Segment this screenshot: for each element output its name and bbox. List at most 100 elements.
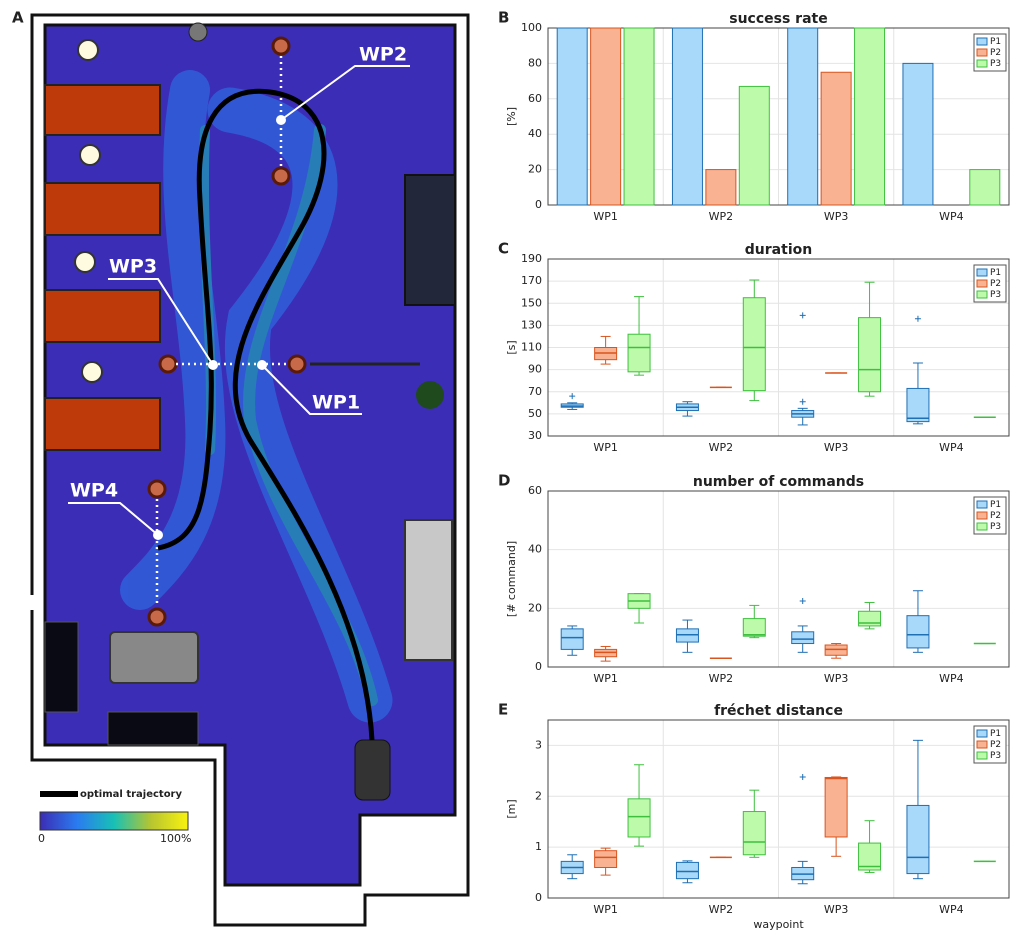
legend-label: P3 — [990, 751, 1001, 761]
legend-label: P2 — [990, 279, 1001, 289]
chart-title: fréchet distance — [714, 703, 843, 719]
bar — [854, 27, 886, 206]
legend-swatch — [976, 729, 988, 738]
x-tick-label: WP4 — [939, 672, 964, 685]
box — [742, 297, 766, 392]
outlier — [799, 773, 806, 780]
plant — [416, 381, 444, 409]
bar — [902, 62, 934, 206]
chart-title: success rate — [729, 11, 827, 27]
x-tick-label: WP4 — [939, 210, 964, 223]
box — [627, 333, 651, 373]
object — [188, 22, 208, 42]
y-tick-label: 1 — [535, 840, 542, 853]
plot-frame — [547, 27, 1010, 206]
box — [594, 850, 618, 868]
legend-label: P3 — [990, 522, 1001, 532]
x-tick-label: WP3 — [824, 441, 849, 454]
y-tick-label: 170 — [521, 274, 542, 287]
bar — [787, 27, 819, 206]
y-tick-label: 0 — [535, 891, 542, 904]
legend-swatch — [976, 59, 988, 68]
y-tick-label: 3 — [535, 738, 542, 751]
shelf — [404, 519, 453, 661]
box — [906, 615, 930, 649]
map-panel: A — [12, 9, 470, 927]
waypoint-gates — [155, 56, 289, 607]
legend-label: P2 — [990, 740, 1001, 750]
y-tick-label: 40 — [528, 543, 542, 556]
colorbar-label: 0 — [38, 832, 45, 845]
legend-swatch — [976, 751, 988, 760]
box — [675, 861, 699, 880]
plot-frame — [547, 490, 1010, 668]
y-tick-label: 50 — [528, 407, 542, 420]
legend-label: P1 — [990, 268, 1001, 278]
y-tick-label: 20 — [528, 163, 542, 176]
box — [791, 631, 815, 645]
bar — [623, 27, 655, 206]
cabinet — [404, 174, 456, 306]
box — [824, 776, 848, 838]
chart-title: duration — [745, 242, 812, 258]
y-axis-label: [# command] — [505, 541, 518, 617]
panel-label: E — [498, 701, 508, 719]
legend-swatch — [976, 522, 988, 531]
legend-swatch — [976, 500, 988, 509]
legend-label: P2 — [990, 511, 1001, 521]
outlier — [799, 598, 806, 604]
panel-label: B — [498, 9, 509, 27]
colorbar-label: 100% — [160, 832, 191, 845]
y-axis-label: [%] — [505, 107, 518, 126]
box — [906, 387, 930, 423]
bar — [969, 169, 1001, 206]
panel-label: C — [498, 240, 509, 258]
bar — [820, 71, 852, 206]
x-tick-label: WP2 — [709, 210, 734, 223]
legend-label: P3 — [990, 290, 1001, 300]
box — [858, 842, 882, 871]
x-tick-label: WP2 — [709, 441, 734, 454]
targets — [147, 36, 307, 627]
x-tick-label: WP1 — [593, 441, 618, 454]
legend-label: P1 — [990, 729, 1001, 739]
waypoint-label: WP3 — [109, 256, 157, 278]
box — [742, 618, 766, 637]
x-tick-label: WP4 — [939, 441, 964, 454]
panel-label: A — [12, 9, 24, 27]
bar — [590, 27, 622, 206]
box — [627, 798, 651, 838]
legend-swatch — [976, 268, 988, 277]
y-tick-label: 70 — [528, 385, 542, 398]
legend-swatch — [976, 290, 988, 299]
legend-label: P1 — [990, 37, 1001, 47]
legend-label: P1 — [990, 500, 1001, 510]
y-tick-label: 30 — [528, 429, 542, 442]
x-tick-label: WP1 — [593, 210, 618, 223]
y-axis-label: [m] — [505, 799, 518, 818]
box — [858, 317, 882, 393]
waypoint-label: WP1 — [312, 392, 360, 414]
y-tick-label: 80 — [528, 56, 542, 69]
panel-label: D — [498, 472, 510, 490]
waypoint-label: WP2 — [359, 44, 407, 66]
waypoint-label: WP4 — [70, 480, 118, 502]
colorbar — [39, 811, 189, 831]
legend-swatch — [976, 511, 988, 520]
plot-frame — [547, 719, 1010, 899]
y-tick-label: 0 — [535, 660, 542, 673]
label-leaders — [68, 65, 410, 536]
x-tick-label: WP3 — [824, 672, 849, 685]
y-tick-label: 150 — [521, 296, 542, 309]
x-tick-label: WP2 — [709, 903, 734, 916]
y-tick-label: 190 — [521, 252, 542, 265]
x-axis-label: waypoint — [753, 918, 804, 931]
x-tick-label: WP3 — [824, 903, 849, 916]
optimal-trajectory — [157, 88, 375, 741]
outlier — [569, 393, 576, 400]
y-tick-label: 130 — [521, 318, 542, 331]
table — [109, 631, 199, 684]
legend-swatch — [976, 279, 988, 288]
y-axis-label: [s] — [505, 340, 518, 354]
